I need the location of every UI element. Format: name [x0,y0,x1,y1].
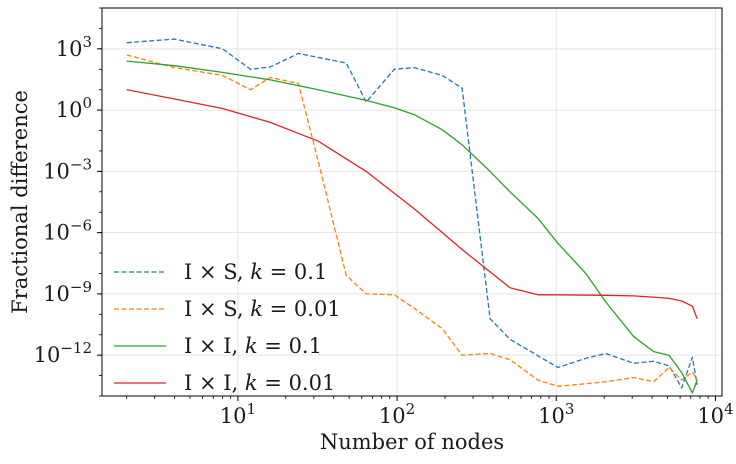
legend-entry-3: I × I, k = 0.1 [184,334,322,358]
y-axis-label: Fractional difference [8,90,32,314]
x-tick-label: 104 [697,400,733,428]
y-tick-label: 10−6 [43,217,92,245]
series-line-3 [126,60,698,394]
x-tick-label: 102 [379,400,415,428]
y-tick-label: 103 [56,33,92,61]
y-tick-label: 100 [56,94,92,122]
series-group [126,38,698,394]
series-line-1 [126,38,698,389]
x-axis-label: Number of nodes [320,430,504,454]
series-line-2 [126,54,698,387]
y-tick-label: 10−12 [34,339,92,367]
legend: I × S, k = 0.1 I × S, k = 0.01 I × I, k = … [114,260,341,395]
grid [102,8,722,396]
legend-entry-1: I × S, k = 0.1 [184,260,327,284]
y-tick-label: 10−3 [43,155,92,183]
legend-entry-2: I × S, k = 0.01 [184,297,341,321]
x-tick-label: 101 [220,400,256,428]
y-tick-label: 10−9 [43,278,92,306]
legend-entry-4: I × I, k = 0.01 [184,371,335,395]
ticks: 101 102 103 104 103 100 10−3 10−6 10−9 10−12 [34,7,734,428]
series-line-4 [126,89,698,320]
x-tick-label: 103 [538,400,574,428]
plot-frame [101,7,723,397]
